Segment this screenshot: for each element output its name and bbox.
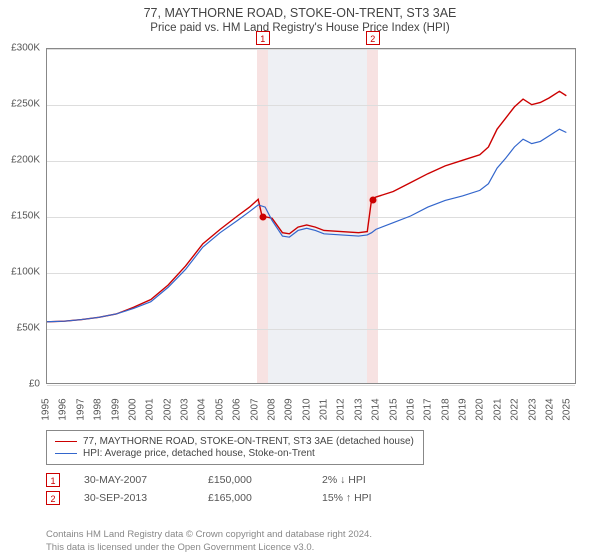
title-block: 77, MAYTHORNE ROAD, STOKE-ON-TRENT, ST3 …: [0, 0, 600, 34]
footnote: Contains HM Land Registry data © Crown c…: [46, 529, 372, 554]
x-tick-label: 2013: [353, 398, 364, 420]
sale-marker-date: 30-SEP-2013: [84, 492, 184, 504]
x-tick-label: 1995: [41, 398, 52, 420]
x-tick-label: 2015: [388, 398, 399, 420]
x-tick-label: 1999: [110, 398, 121, 420]
x-tick-label: 1998: [93, 398, 104, 420]
y-tick-label: £50K: [17, 323, 40, 334]
chart-container: 77, MAYTHORNE ROAD, STOKE-ON-TRENT, ST3 …: [0, 0, 600, 560]
legend-label-0: 77, MAYTHORNE ROAD, STOKE-ON-TRENT, ST3 …: [83, 436, 414, 447]
sale-marker-box: 2: [366, 31, 380, 45]
title-sub: Price paid vs. HM Land Registry's House …: [0, 22, 600, 34]
x-tick-label: 2011: [319, 399, 330, 421]
sale-marker-price: £165,000: [208, 492, 298, 504]
x-tick-label: 2016: [405, 398, 416, 420]
legend-row-0: 77, MAYTHORNE ROAD, STOKE-ON-TRENT, ST3 …: [55, 436, 415, 447]
y-tick-label: £250K: [11, 99, 40, 110]
sale-marker-id: 2: [46, 491, 60, 505]
sale-marker-date: 30-MAY-2007: [84, 474, 184, 486]
x-tick-label: 2023: [527, 398, 538, 420]
legend-label-1: HPI: Average price, detached house, Stok…: [83, 448, 315, 459]
series-line-0: [47, 91, 566, 321]
legend-swatch-0: [55, 441, 77, 442]
x-tick-label: 2021: [492, 398, 503, 420]
x-tick-label: 2003: [180, 398, 191, 420]
y-tick-label: £300K: [11, 43, 40, 54]
footnote-line1: Contains HM Land Registry data © Crown c…: [46, 529, 372, 541]
legend-swatch-1: [55, 453, 77, 454]
x-tick-label: 2020: [475, 398, 486, 420]
x-axis: 1995199619971998199920002001200220032004…: [46, 388, 576, 432]
x-tick-label: 2008: [266, 398, 277, 420]
title-main: 77, MAYTHORNE ROAD, STOKE-ON-TRENT, ST3 …: [0, 6, 600, 20]
legend-box: 77, MAYTHORNE ROAD, STOKE-ON-TRENT, ST3 …: [46, 430, 424, 465]
x-tick-label: 2024: [544, 398, 555, 420]
x-tick-label: 2017: [423, 398, 434, 420]
x-tick-label: 2025: [562, 398, 573, 420]
x-tick-label: 1997: [75, 398, 86, 420]
y-tick-label: £0: [29, 379, 40, 390]
x-tick-label: 2007: [249, 398, 260, 420]
legend-block: 77, MAYTHORNE ROAD, STOKE-ON-TRENT, ST3 …: [46, 430, 576, 509]
y-tick-label: £150K: [11, 211, 40, 222]
x-tick-label: 2009: [284, 398, 295, 420]
plot-area: 12: [46, 48, 576, 384]
y-tick-label: £200K: [11, 155, 40, 166]
y-tick-label: £100K: [11, 267, 40, 278]
sale-marker-id: 1: [46, 473, 60, 487]
x-tick-label: 1996: [58, 398, 69, 420]
x-tick-label: 2006: [232, 398, 243, 420]
x-tick-label: 2001: [145, 398, 156, 420]
sale-marker-delta: 2% ↓ HPI: [322, 474, 366, 486]
sale-point-dot: [259, 214, 266, 221]
y-axis: £0£50K£100K£150K£200K£250K£300K: [0, 48, 44, 384]
sale-marker-price: £150,000: [208, 474, 298, 486]
lines-svg: [47, 49, 575, 383]
legend-row-1: HPI: Average price, detached house, Stok…: [55, 448, 415, 459]
sale-marker-table: 1 30-MAY-2007 £150,000 2% ↓ HPI 2 30-SEP-2013…: [46, 473, 576, 505]
gridline-h: [47, 385, 575, 386]
x-tick-label: 2018: [440, 398, 451, 420]
sale-marker-box: 1: [256, 31, 270, 45]
x-tick-label: 2000: [127, 398, 138, 420]
x-tick-label: 2010: [301, 398, 312, 420]
sale-point-dot: [369, 197, 376, 204]
footnote-line2: This data is licensed under the Open Gov…: [46, 542, 372, 554]
x-tick-label: 2002: [162, 398, 173, 420]
sale-marker-row: 2 30-SEP-2013 £165,000 15% ↑ HPI: [46, 491, 576, 505]
x-tick-label: 2012: [336, 398, 347, 420]
x-tick-label: 2022: [510, 398, 521, 420]
sale-marker-row: 1 30-MAY-2007 £150,000 2% ↓ HPI: [46, 473, 576, 487]
x-tick-label: 2014: [371, 398, 382, 420]
sale-marker-delta: 15% ↑ HPI: [322, 492, 372, 504]
x-tick-label: 2004: [197, 398, 208, 420]
x-tick-label: 2019: [458, 398, 469, 420]
x-tick-label: 2005: [214, 398, 225, 420]
